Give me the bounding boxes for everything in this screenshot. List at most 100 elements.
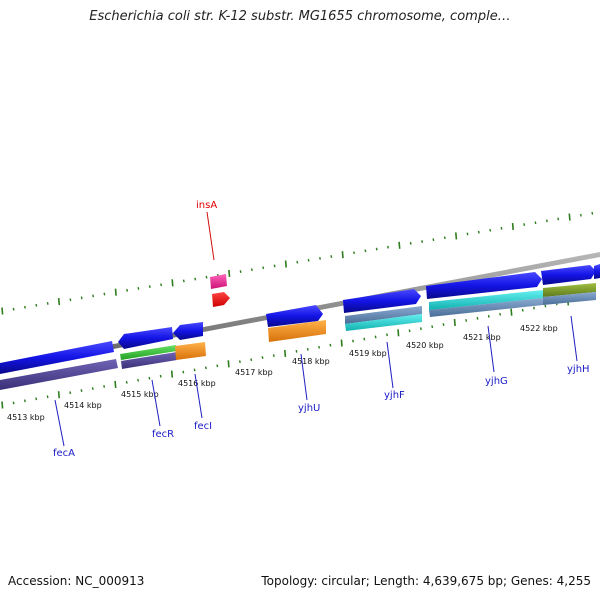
minor-tick: [421, 240, 424, 243]
minor-tick: [466, 232, 469, 236]
minor-tick: [69, 298, 72, 302]
kbp-label: 4515 kbp: [121, 390, 159, 399]
minor-tick: [80, 296, 83, 300]
callout-line: [54, 399, 65, 447]
callout-line: [194, 373, 203, 419]
major-tick: [114, 380, 117, 388]
minor-tick: [545, 219, 548, 223]
kbp-label: 4514 kbp: [64, 401, 102, 410]
gene-yjhF-cyan[interactable]: [345, 314, 422, 331]
minor-tick: [69, 391, 72, 395]
gene-label-insA[interactable]: insA: [196, 200, 217, 211]
minor-tick: [46, 302, 49, 305]
minor-tick: [12, 401, 15, 405]
minor-tick: [137, 378, 140, 382]
minor-tick: [80, 389, 83, 392]
gene-label-yjhF[interactable]: yjhF: [384, 390, 405, 401]
minor-tick: [534, 221, 537, 225]
minor-tick: [46, 395, 49, 399]
gene-fecA-purple[interactable]: [0, 359, 118, 390]
minor-tick: [353, 251, 355, 255]
gene-label-yjhG[interactable]: yjhG: [485, 376, 508, 387]
gene-yjhF-feature[interactable]: [343, 289, 421, 313]
minor-tick: [523, 223, 526, 226]
minor-tick: [12, 307, 15, 311]
minor-tick: [239, 270, 242, 273]
minor-tick: [182, 279, 185, 283]
minor-tick: [23, 399, 26, 403]
minor-tick: [442, 323, 445, 326]
major-tick: [57, 391, 60, 399]
forward-strand-features: [210, 264, 600, 327]
gene-next-feature[interactable]: [594, 264, 600, 279]
major-tick: [453, 318, 456, 327]
gene-yjhU-orange[interactable]: [268, 320, 326, 342]
gene-callouts: fecA fecR fecI insA yjhU yjhF yjhG yjhH: [53, 200, 590, 459]
gene-yjhH-olive[interactable]: [543, 283, 596, 297]
gene-yjhG-feature[interactable]: [426, 272, 542, 299]
minor-tick: [261, 356, 264, 359]
gene-yjhU-feature[interactable]: [266, 305, 323, 327]
minor-tick: [533, 306, 535, 310]
minor-tick: [374, 335, 377, 339]
minor-tick: [319, 257, 321, 260]
minor-tick: [544, 304, 547, 308]
minor-tick: [521, 308, 524, 312]
minor-tick: [205, 275, 208, 279]
gene-yjhF-steel[interactable]: [345, 306, 422, 324]
gene-insA-magenta[interactable]: [210, 274, 227, 289]
gene-label-fecR[interactable]: fecR: [152, 429, 174, 440]
minor-tick: [148, 285, 151, 288]
gene-fecI-feature[interactable]: [173, 322, 203, 340]
minor-tick: [386, 333, 388, 337]
callout-line: [151, 379, 161, 427]
minor-tick: [148, 376, 151, 380]
gene-label-fecA[interactable]: fecA: [53, 448, 75, 459]
major-tick: [171, 279, 174, 287]
minor-tick: [137, 287, 140, 290]
minor-tick: [182, 370, 185, 374]
major-tick: [228, 269, 231, 277]
major-tick: [397, 329, 400, 337]
minor-tick: [352, 339, 354, 343]
major-tick: [1, 401, 4, 409]
minor-tick: [409, 241, 412, 245]
accession-label: Accession: NC_000913: [8, 574, 145, 588]
gene-yjhH-feature[interactable]: [541, 265, 596, 285]
minor-tick: [500, 226, 503, 230]
gene-yjhG-cyan[interactable]: [429, 290, 543, 310]
kbp-label: 4517 kbp: [235, 368, 273, 377]
minor-tick: [91, 387, 94, 390]
major-tick: [511, 222, 514, 231]
gene-fecR-green[interactable]: [120, 345, 177, 360]
map-title: Escherichia coli str. K-12 substr. MG165…: [89, 9, 511, 24]
kbp-label: 4519 kbp: [349, 349, 387, 358]
kbp-label: 4522 kbp: [520, 324, 558, 333]
minor-tick: [204, 366, 207, 370]
gene-fecR-feature[interactable]: [118, 327, 173, 349]
gene-label-fecI[interactable]: fecI: [194, 421, 212, 432]
minor-tick: [489, 228, 492, 232]
gene-yjhH-steel[interactable]: [543, 292, 596, 305]
minor-tick: [35, 303, 38, 307]
gene-insA-red[interactable]: [212, 292, 230, 307]
gene-yjhG-steel[interactable]: [429, 298, 543, 317]
minor-tick: [35, 397, 38, 401]
gene-label-yjhH[interactable]: yjhH: [567, 364, 590, 375]
minor-tick: [307, 258, 310, 262]
gene-label-yjhU[interactable]: yjhU: [298, 403, 320, 414]
minor-tick: [306, 347, 309, 351]
minor-tick: [216, 364, 219, 368]
minor-tick: [476, 316, 479, 320]
gene-fecI-orange[interactable]: [175, 342, 206, 360]
gene-fecA-feature[interactable]: [0, 341, 114, 374]
minor-tick: [329, 343, 332, 347]
minor-tick: [296, 260, 299, 264]
gene-fecR-purple[interactable]: [121, 352, 177, 369]
minor-tick: [487, 314, 490, 318]
major-tick: [57, 298, 61, 306]
minor-tick: [477, 230, 480, 234]
minor-tick: [591, 211, 594, 215]
callout-line: [386, 341, 394, 389]
